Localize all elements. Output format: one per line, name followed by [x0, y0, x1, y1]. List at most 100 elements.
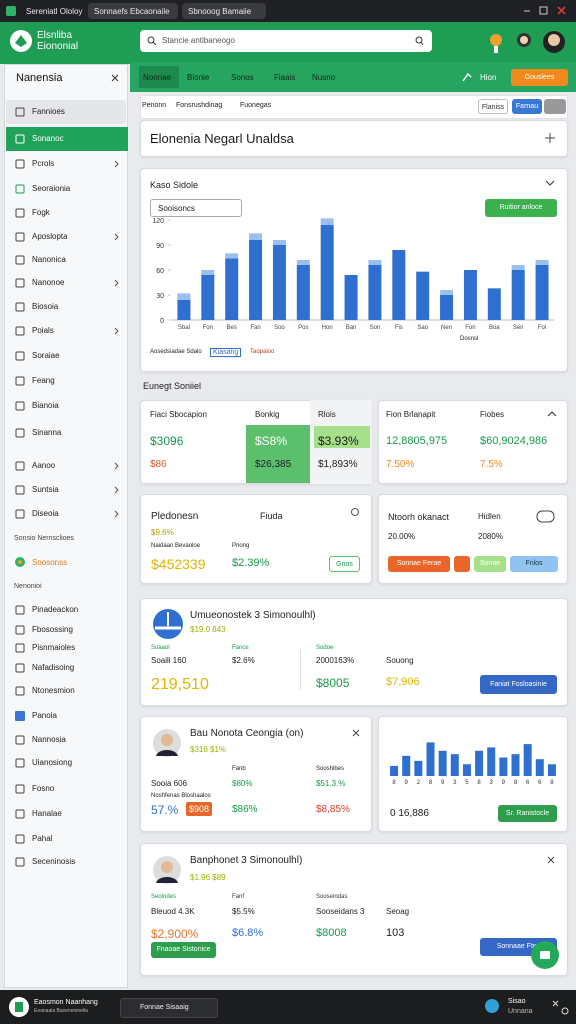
chevron: [114, 327, 120, 335]
kpi-sub: 7.50%: [386, 459, 415, 470]
sidebar-icon: [15, 302, 25, 312]
badge: $908: [186, 802, 213, 816]
x-tick-label: Boa: [489, 325, 500, 331]
browser-tab[interactable]: [182, 3, 266, 19]
row-text: $80%: [232, 779, 253, 788]
title-card: [140, 120, 568, 157]
sidebar-icon: [15, 184, 25, 194]
chat-icon[interactable]: [536, 509, 556, 525]
nav-bar: [130, 62, 576, 92]
sidebar-item: Sinanna: [32, 428, 62, 437]
kpi-header: Fiaci Sbocapion: [150, 410, 207, 419]
column-header: Sooshibes: [316, 766, 345, 772]
column-header: Seoindes: [151, 894, 177, 900]
chevron-down[interactable]: [545, 180, 555, 188]
sidebar-icon: [15, 461, 25, 471]
button[interactable]: Sonae: [474, 556, 506, 572]
x-tick-label: 5: [465, 780, 469, 786]
close-icon[interactable]: [547, 856, 555, 864]
x-tick-label: Soo: [274, 325, 285, 331]
button[interactable]: Faniat Fosloasinie: [480, 675, 557, 694]
bar: [438, 750, 447, 776]
big-value: $8005: [316, 676, 350, 690]
bar: [499, 757, 508, 776]
button[interactable]: Ruitior anloce: [485, 199, 557, 217]
sidebar-icon: [15, 605, 25, 615]
button[interactable]: [454, 556, 470, 572]
row-text: Souong: [386, 656, 414, 665]
x-tick-label: Sen: [513, 325, 524, 331]
card-line: $9.6%: [151, 528, 174, 537]
settings-icon[interactable]: [350, 507, 360, 517]
bar: [414, 760, 423, 776]
toolbar-button[interactable]: [544, 99, 566, 114]
axis-note: Dosnsl: [460, 336, 479, 342]
card-value: $2.39%: [232, 557, 270, 569]
x-tick-label: 9: [441, 780, 445, 786]
footer-button[interactable]: [120, 998, 218, 1018]
sidebar-title: Nanensia: [16, 72, 63, 84]
bar: [249, 240, 263, 320]
fab[interactable]: [530, 940, 560, 970]
row-text: Bleuod 4.3K: [151, 907, 195, 916]
bar: [344, 275, 358, 320]
footer-text: Sisao: [508, 998, 526, 1005]
x-tick-label: 9: [405, 780, 409, 786]
button[interactable]: Fnlos: [510, 556, 558, 572]
sidebar-item-active[interactable]: [6, 127, 128, 151]
browser-tab[interactable]: [88, 3, 178, 19]
sidebar-icon: [15, 663, 25, 673]
footer-controls[interactable]: [550, 998, 570, 1016]
footer-icon: [8, 996, 30, 1018]
button[interactable]: Gouslees: [511, 69, 568, 86]
x-tick-label: 8: [392, 780, 396, 786]
button[interactable]: Flaniss: [478, 99, 508, 114]
browser-bar: [0, 0, 576, 22]
chevron-up[interactable]: [547, 410, 557, 418]
sidebar-item-bg[interactable]: [6, 100, 126, 124]
bar: [547, 764, 556, 776]
search-box[interactable]: [140, 30, 432, 52]
button[interactable]: Gnos: [329, 556, 360, 572]
column-header: Sooseindas: [316, 894, 348, 900]
taskbar: [0, 990, 576, 1024]
chevron: [114, 462, 120, 470]
bar: [320, 218, 334, 225]
x-tick-label: Fan: [250, 325, 260, 331]
button[interactable]: Sr. Ranistocle: [498, 805, 557, 822]
button[interactable]: Sonnae Ferae: [388, 556, 450, 572]
bar: [249, 233, 263, 240]
kpi-highlight: [314, 426, 370, 448]
sidebar-item: Hanalae: [32, 809, 62, 818]
sidebar-icon: [15, 735, 25, 745]
card-title: Pledonesn: [151, 511, 199, 522]
kpi-value: $3.93%: [318, 434, 359, 448]
close-icon[interactable]: [352, 729, 360, 737]
toolbar-item: Penonn: [142, 102, 167, 109]
nav-tab-active[interactable]: [139, 66, 179, 88]
kpi-sub: $26,385: [255, 459, 292, 470]
card-title: Ntoorh okanact: [388, 512, 450, 522]
x-tick-label: 8: [550, 780, 554, 786]
button[interactable]: Farnau: [512, 99, 542, 114]
dropdown[interactable]: [150, 199, 242, 217]
bar: [450, 754, 459, 776]
x-tick-label: 3: [490, 780, 494, 786]
column-header: Soaaol: [151, 645, 170, 651]
card-label: Naidaan Bevaoloe: [151, 543, 201, 549]
x-tick-label: Fis: [395, 325, 403, 331]
row-text: Soaili 160: [151, 656, 187, 665]
nav-icon: [461, 71, 473, 83]
button[interactable]: Fnaoae Sistonice: [151, 942, 216, 958]
sidebar-close[interactable]: [110, 73, 120, 83]
add-icon[interactable]: [545, 133, 555, 143]
sidebar-icon: [15, 134, 25, 144]
bar: [535, 265, 549, 320]
sidebar-item: Panoia: [32, 711, 57, 720]
x-tick-label: Fol: [538, 325, 546, 331]
column-header: Fanos: [232, 645, 249, 651]
legend-item: Kiasang: [210, 348, 242, 357]
nav-tab: Nonnae: [143, 73, 172, 82]
sidebar-item: Aanoo: [32, 461, 56, 470]
sidebar-item: Pcrols: [32, 159, 55, 168]
